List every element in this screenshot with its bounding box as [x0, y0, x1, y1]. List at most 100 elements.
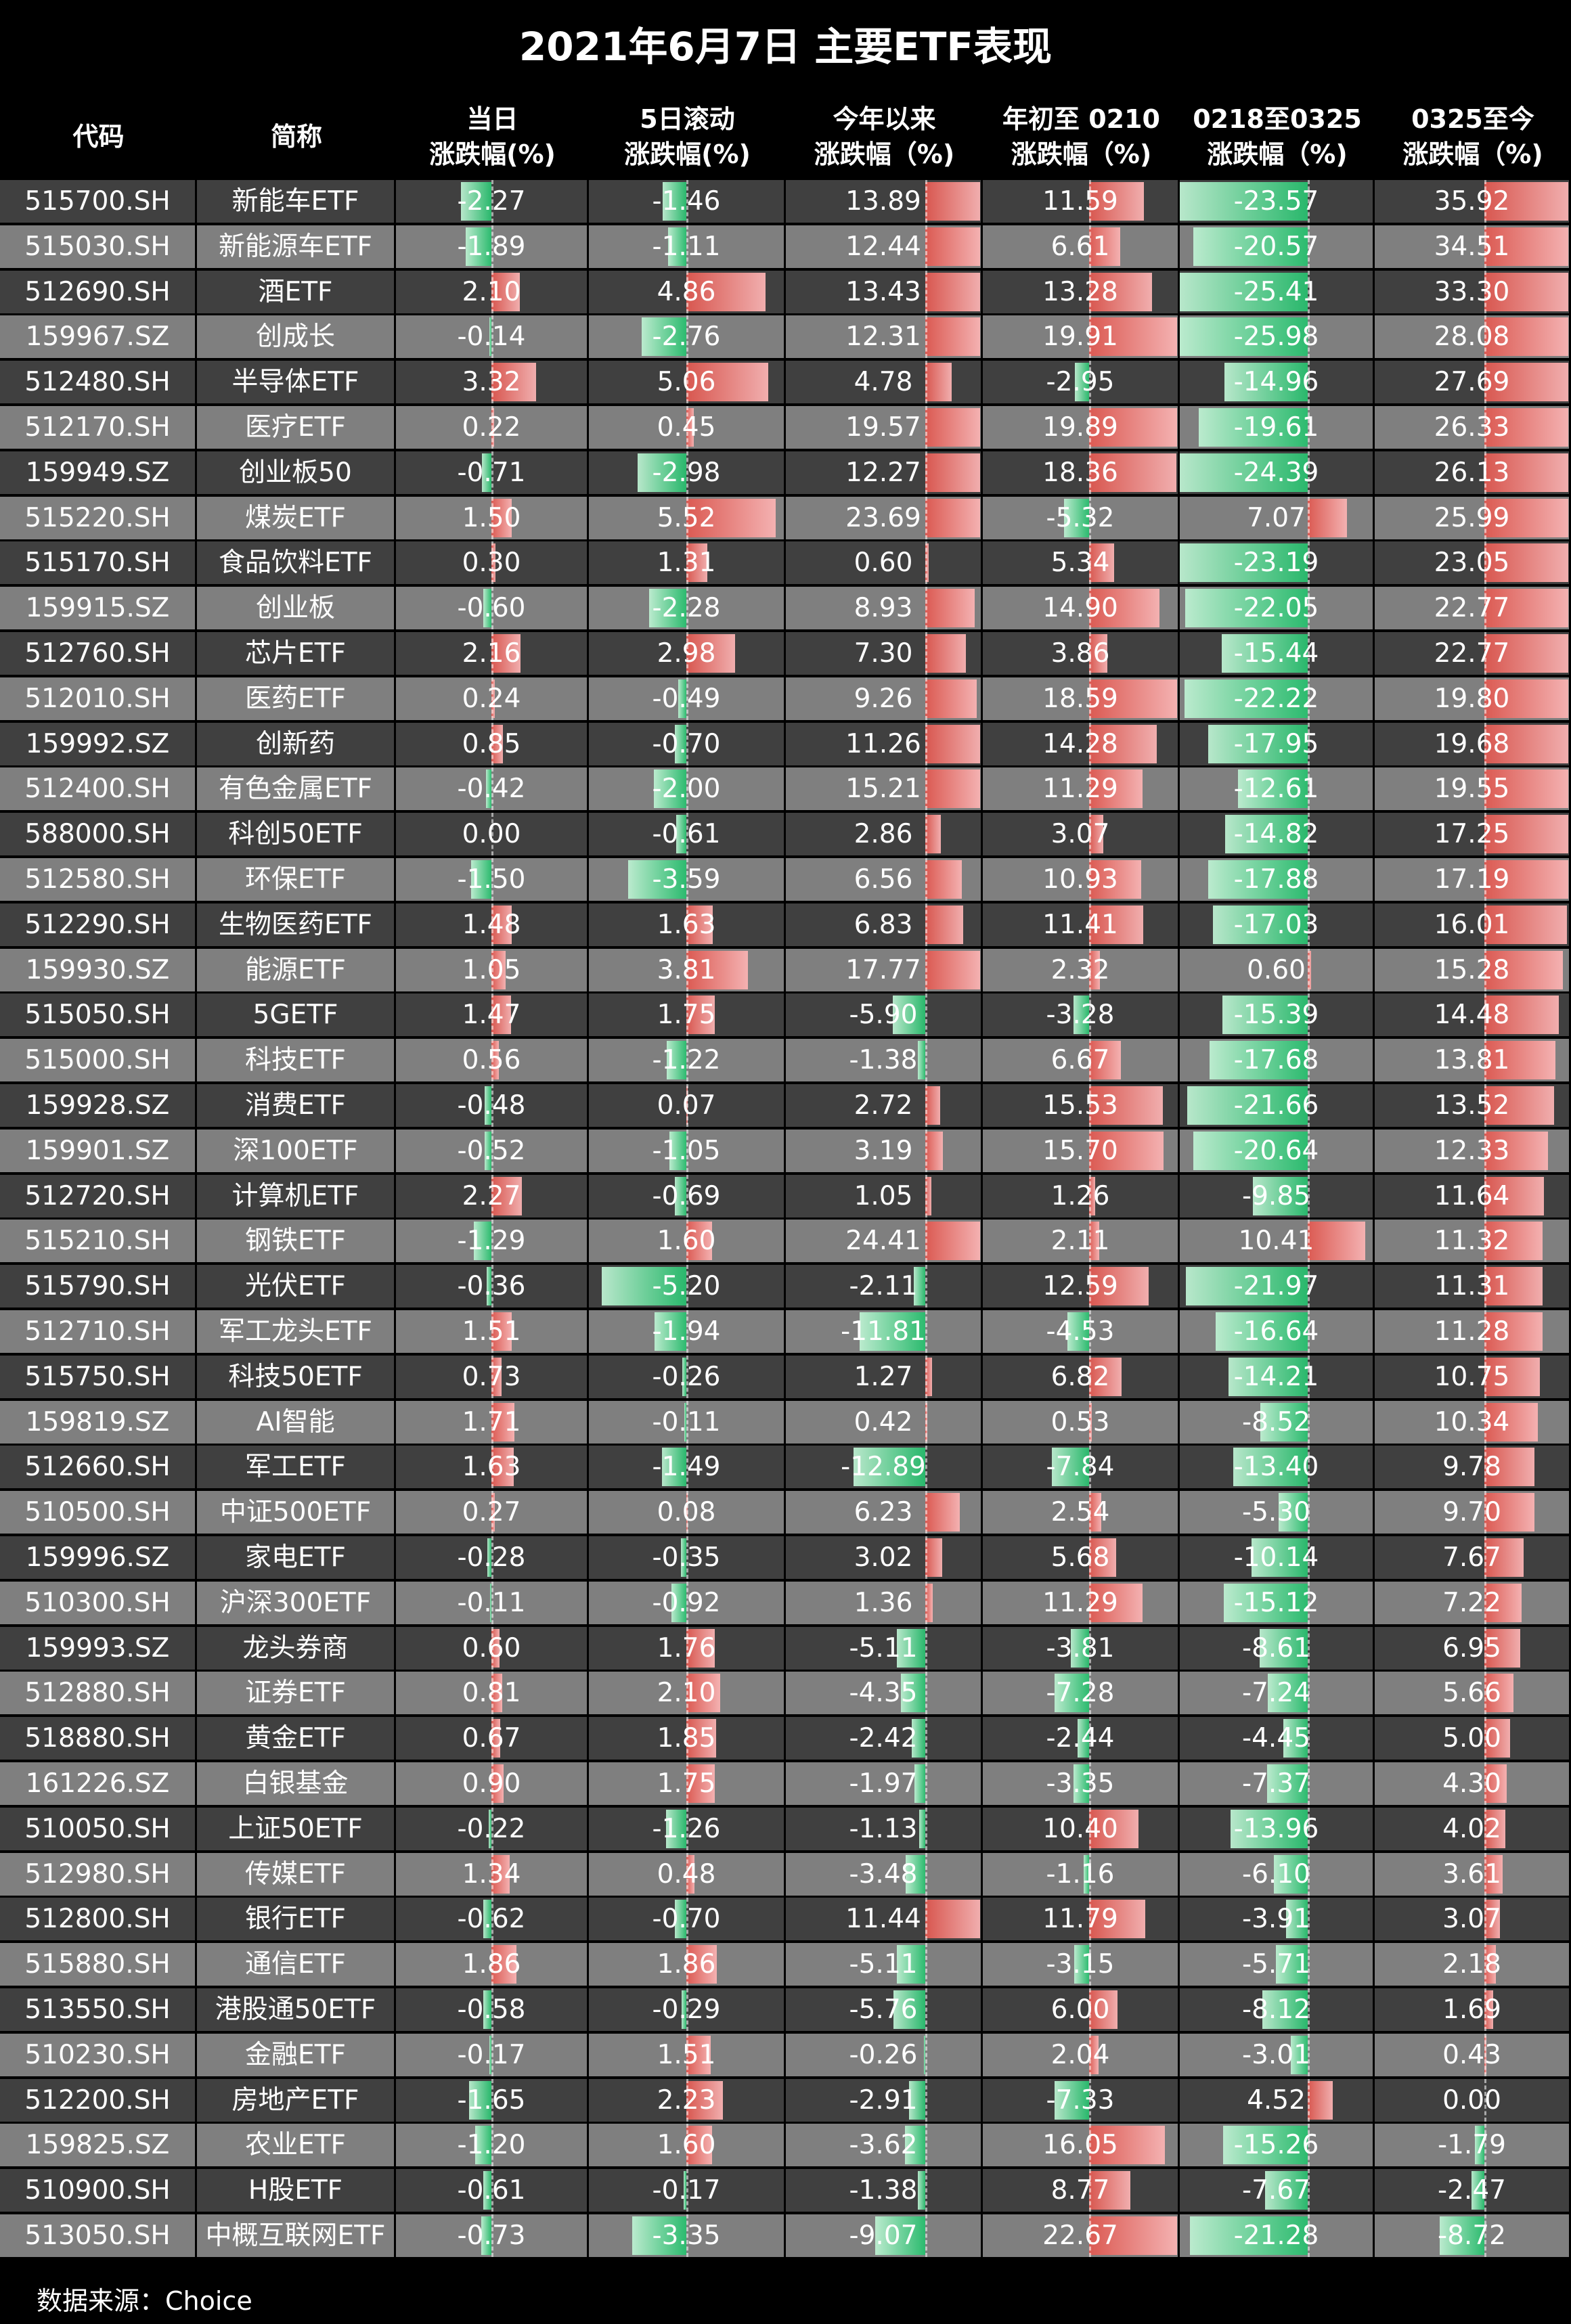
cell-ytd: 0.60 [786, 541, 983, 585]
cell-value: -0.11 [457, 1587, 526, 1618]
zero-line [1308, 632, 1310, 675]
value-bar [686, 634, 735, 673]
cell-day: -0.28 [396, 1536, 589, 1579]
value-bar [489, 1583, 491, 1622]
cell-ytd: 4.78 [786, 361, 983, 404]
cell-p1: 16.05 [983, 2124, 1180, 2167]
cell-value: 512710.SH [24, 1316, 171, 1347]
value-bar [1484, 182, 1568, 221]
cell-value: -0.61 [457, 2175, 526, 2206]
cell-d5: -1.46 [589, 180, 786, 223]
zero-line [1484, 406, 1486, 449]
cell-p2: -3.01 [1180, 2033, 1375, 2076]
cell-p3: -8.72 [1375, 2214, 1571, 2257]
cell-value: 医疗ETF [245, 412, 346, 443]
cell-name: 新能源车ETF [197, 225, 396, 268]
cell-p3: 13.52 [1375, 1084, 1571, 1127]
cell-p3: 7.22 [1375, 1581, 1571, 1624]
value-bar [1073, 1764, 1089, 1803]
cell-value: -0.22 [457, 1813, 526, 1844]
zero-line [1484, 1129, 1486, 1172]
cell-value: 1.69 [1442, 1994, 1501, 2025]
value-bar [1089, 1041, 1121, 1080]
column-header-sublabel: 涨跌幅（%) [1011, 139, 1152, 169]
table-row: 512760.SH 芯片ETF 2.16 2.98 7.30 3.86 -15.44 22.7… [0, 632, 1571, 677]
cell-value: -8.61 [1242, 1632, 1310, 1663]
value-bar [1074, 996, 1089, 1035]
zero-line [491, 2214, 493, 2257]
cell-p3: 26.13 [1375, 451, 1571, 494]
cell-value: 5.68 [1050, 1542, 1110, 1573]
cell-ytd: -12.89 [786, 1446, 983, 1489]
cell-value: 13.89 [845, 186, 921, 217]
value-bar [925, 769, 980, 809]
cell-value: 19.91 [1042, 321, 1118, 353]
value-bar [1472, 2171, 1484, 2210]
cell-value: -2.91 [849, 2084, 918, 2116]
value-bar [686, 498, 776, 537]
value-bar [1267, 1674, 1308, 1713]
cell-value: 3.07 [1050, 819, 1110, 850]
value-bar [1213, 905, 1308, 944]
cell-d5: -0.26 [589, 1355, 786, 1398]
zero-line [1484, 948, 1486, 991]
cell-name: 生物医药ETF [197, 903, 396, 946]
zero-line [925, 2033, 927, 2076]
zero-line [686, 1898, 688, 1941]
table-row: 510500.SH 中证500ETF 0.27 0.08 6.23 2.54 -5.30 9.… [0, 1491, 1571, 1536]
cell-value: 2.54 [1050, 1497, 1110, 1528]
cell-value: -2.27 [457, 186, 526, 217]
cell-value: -17.68 [1233, 1045, 1319, 1076]
zero-line [1308, 1265, 1310, 1308]
zero-line [1089, 1129, 1091, 1172]
zero-line [1484, 1084, 1486, 1127]
cell-day: -1.20 [396, 2124, 589, 2167]
cell-day: -0.73 [396, 2214, 589, 2257]
value-bar [686, 272, 766, 311]
cell-value: 18.59 [1042, 683, 1118, 714]
zero-line [686, 1084, 688, 1127]
zero-line [1308, 1581, 1310, 1624]
cell-d5: 1.63 [589, 903, 786, 946]
cell-p3: 3.07 [1375, 1898, 1571, 1941]
zero-line [686, 1355, 688, 1398]
cell-value: 515220.SH [24, 502, 171, 533]
value-bar [1083, 1854, 1089, 1894]
zero-line [925, 993, 927, 1037]
value-bar [1089, 2035, 1099, 2074]
cell-value: -2.98 [652, 457, 721, 488]
zero-line [1484, 903, 1486, 946]
value-bar [488, 1809, 491, 1848]
value-bar [1222, 2126, 1308, 2165]
cell-value: 深100ETF [233, 1135, 358, 1166]
zero-line [491, 1807, 493, 1850]
cell-d5: -0.92 [589, 1581, 786, 1624]
table-row: 510900.SH H股ETF -0.61 -0.17 -1.38 8.77 -7.67 -2… [0, 2169, 1571, 2214]
zero-line [686, 361, 688, 404]
cell-d5: 1.75 [589, 993, 786, 1037]
cell-day: -0.36 [396, 1265, 589, 1308]
cell-day: -0.60 [396, 587, 589, 630]
zero-line [925, 541, 927, 585]
cell-p2: -8.52 [1180, 1400, 1375, 1444]
zero-line [1308, 1898, 1310, 1941]
cell-name: 中概互联网ETF [197, 2214, 396, 2257]
zero-line [491, 2078, 493, 2122]
value-bar [1055, 1674, 1089, 1713]
zero-line [1089, 315, 1091, 359]
zero-line [1484, 1626, 1486, 1670]
zero-line [1308, 1626, 1310, 1670]
cell-value: -22.22 [1233, 683, 1319, 714]
cell-day: 0.24 [396, 677, 589, 720]
zero-line [1089, 1310, 1091, 1353]
cell-value: 5.00 [1442, 1723, 1501, 1754]
zero-line [686, 180, 688, 223]
cell-name: 上证50ETF [197, 1807, 396, 1850]
zero-line [1308, 2214, 1310, 2257]
cell-p1: -4.53 [983, 1310, 1180, 1353]
value-bar [1089, 905, 1143, 944]
value-bar [483, 589, 491, 628]
cell-value: 创业板 [255, 593, 335, 624]
value-bar [686, 1719, 717, 1758]
table-row: 510300.SH 沪深300ETF -0.11 -0.92 1.36 11.29 -15.… [0, 1581, 1571, 1627]
